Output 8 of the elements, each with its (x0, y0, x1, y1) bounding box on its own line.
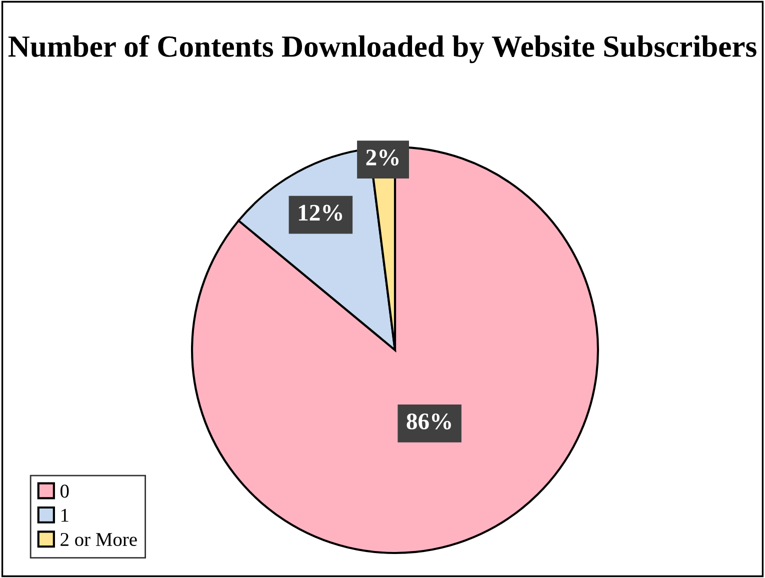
chart-title: Number of Contents Downloaded by Website Subscribers (8, 35, 756, 64)
legend-label: 0 (60, 484, 69, 498)
data-label: 86% (406, 413, 451, 430)
legend-label: 1 (61, 508, 68, 522)
legend-label: 2 or More (60, 532, 137, 546)
data-label: 2% (366, 150, 399, 166)
pie-slice (191, 146, 600, 554)
data-label: 12% (298, 204, 342, 221)
